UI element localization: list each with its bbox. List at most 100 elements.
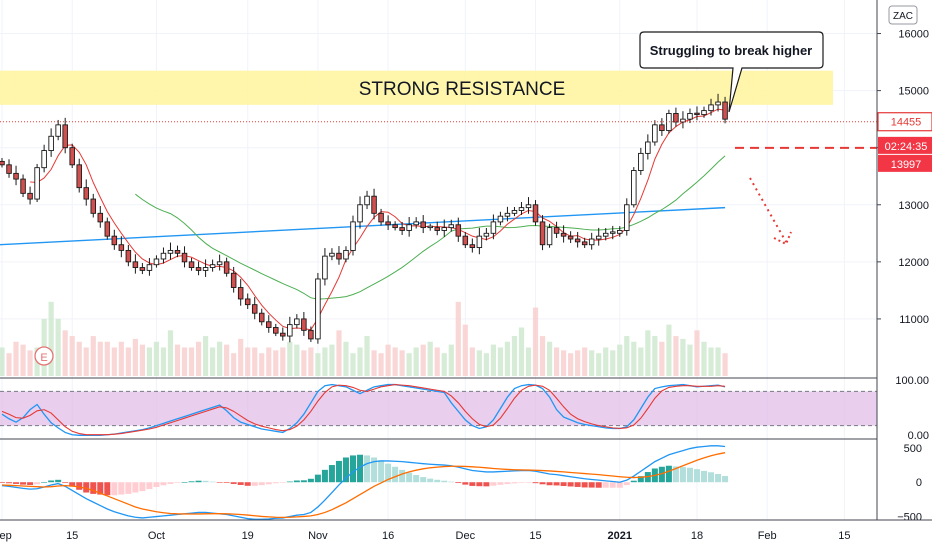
candle[interactable] (188, 257, 195, 271)
candle[interactable] (160, 247, 167, 264)
candle[interactable] (539, 215, 546, 251)
candle[interactable] (666, 109, 672, 134)
candle[interactable] (392, 221, 398, 231)
candle[interactable] (83, 179, 89, 206)
candle[interactable] (209, 259, 216, 272)
candle[interactable] (722, 96, 728, 124)
candle[interactable] (104, 217, 111, 240)
candle[interactable] (0, 157, 5, 168)
candle[interactable] (350, 215, 356, 256)
candle[interactable] (223, 257, 230, 277)
candle[interactable] (680, 111, 686, 129)
candle[interactable] (567, 231, 574, 243)
candle[interactable] (322, 248, 328, 286)
candle[interactable] (287, 316, 293, 343)
candle[interactable] (6, 159, 12, 178)
candle[interactable] (434, 221, 440, 236)
candle[interactable] (455, 217, 462, 242)
candle[interactable] (251, 297, 258, 320)
candle[interactable] (638, 147, 644, 175)
earnings-marker[interactable] (34, 346, 54, 366)
candle[interactable] (652, 120, 658, 146)
candle[interactable] (294, 314, 300, 329)
candle[interactable] (525, 197, 532, 214)
candle[interactable] (62, 117, 68, 154)
candle[interactable] (546, 223, 553, 248)
candle[interactable] (483, 227, 490, 241)
candle[interactable] (553, 221, 560, 239)
candle[interactable] (532, 200, 539, 226)
candle[interactable] (153, 255, 160, 268)
candle[interactable] (715, 93, 721, 112)
candle[interactable] (406, 216, 412, 237)
candle[interactable] (687, 108, 693, 124)
candle[interactable] (399, 221, 405, 235)
candle[interactable] (315, 272, 321, 344)
candle[interactable] (701, 106, 707, 118)
candle[interactable] (202, 259, 209, 277)
candle[interactable] (336, 246, 342, 265)
candle[interactable] (69, 143, 75, 169)
candle[interactable] (609, 225, 616, 240)
candle[interactable] (420, 215, 426, 234)
candle[interactable] (581, 237, 588, 248)
candle[interactable] (308, 326, 314, 343)
candle[interactable] (125, 244, 132, 267)
candle[interactable] (301, 312, 307, 336)
candle[interactable] (237, 279, 244, 306)
candle[interactable] (195, 261, 202, 276)
callout-bubble[interactable] (639, 31, 824, 113)
candle[interactable] (708, 98, 714, 116)
candle[interactable] (27, 186, 33, 205)
candle[interactable] (34, 163, 40, 203)
candle[interactable] (48, 128, 54, 157)
candle[interactable] (167, 242, 174, 260)
symbol-badge[interactable] (888, 5, 918, 25)
candle[interactable] (174, 245, 181, 258)
candle[interactable] (329, 248, 335, 261)
candle[interactable] (427, 223, 433, 231)
candle[interactable] (518, 202, 525, 215)
candle[interactable] (462, 232, 469, 249)
candle[interactable] (378, 208, 384, 226)
candle[interactable] (560, 225, 567, 243)
candle[interactable] (617, 226, 623, 237)
candle[interactable] (13, 165, 19, 186)
candle[interactable] (364, 190, 370, 210)
candle[interactable] (357, 196, 363, 229)
candle[interactable] (244, 293, 251, 309)
candle[interactable] (181, 246, 188, 268)
candle[interactable] (258, 308, 265, 326)
candle[interactable] (280, 327, 286, 341)
candle[interactable] (111, 229, 118, 250)
candle[interactable] (413, 217, 419, 229)
candle[interactable] (41, 144, 47, 173)
candle[interactable] (595, 227, 602, 246)
candle[interactable] (602, 228, 609, 241)
candle[interactable] (90, 193, 97, 218)
candle[interactable] (146, 258, 153, 276)
candle[interactable] (448, 219, 455, 232)
candle[interactable] (266, 315, 272, 333)
candle[interactable] (631, 167, 637, 208)
candle[interactable] (343, 246, 349, 263)
candle[interactable] (216, 254, 223, 271)
candle[interactable] (385, 215, 391, 230)
candle[interactable] (273, 323, 279, 337)
candle[interactable] (230, 266, 237, 293)
candle[interactable] (497, 211, 504, 226)
candle[interactable] (645, 134, 651, 160)
candle[interactable] (139, 262, 146, 275)
candle[interactable] (490, 214, 497, 240)
candle[interactable] (574, 231, 581, 248)
candle[interactable] (441, 219, 448, 237)
candle[interactable] (504, 206, 511, 222)
candle[interactable] (55, 119, 61, 141)
candle[interactable] (118, 236, 125, 258)
candle[interactable] (511, 206, 518, 217)
candle[interactable] (132, 254, 139, 274)
candle[interactable] (476, 227, 483, 255)
candle[interactable] (694, 106, 700, 121)
